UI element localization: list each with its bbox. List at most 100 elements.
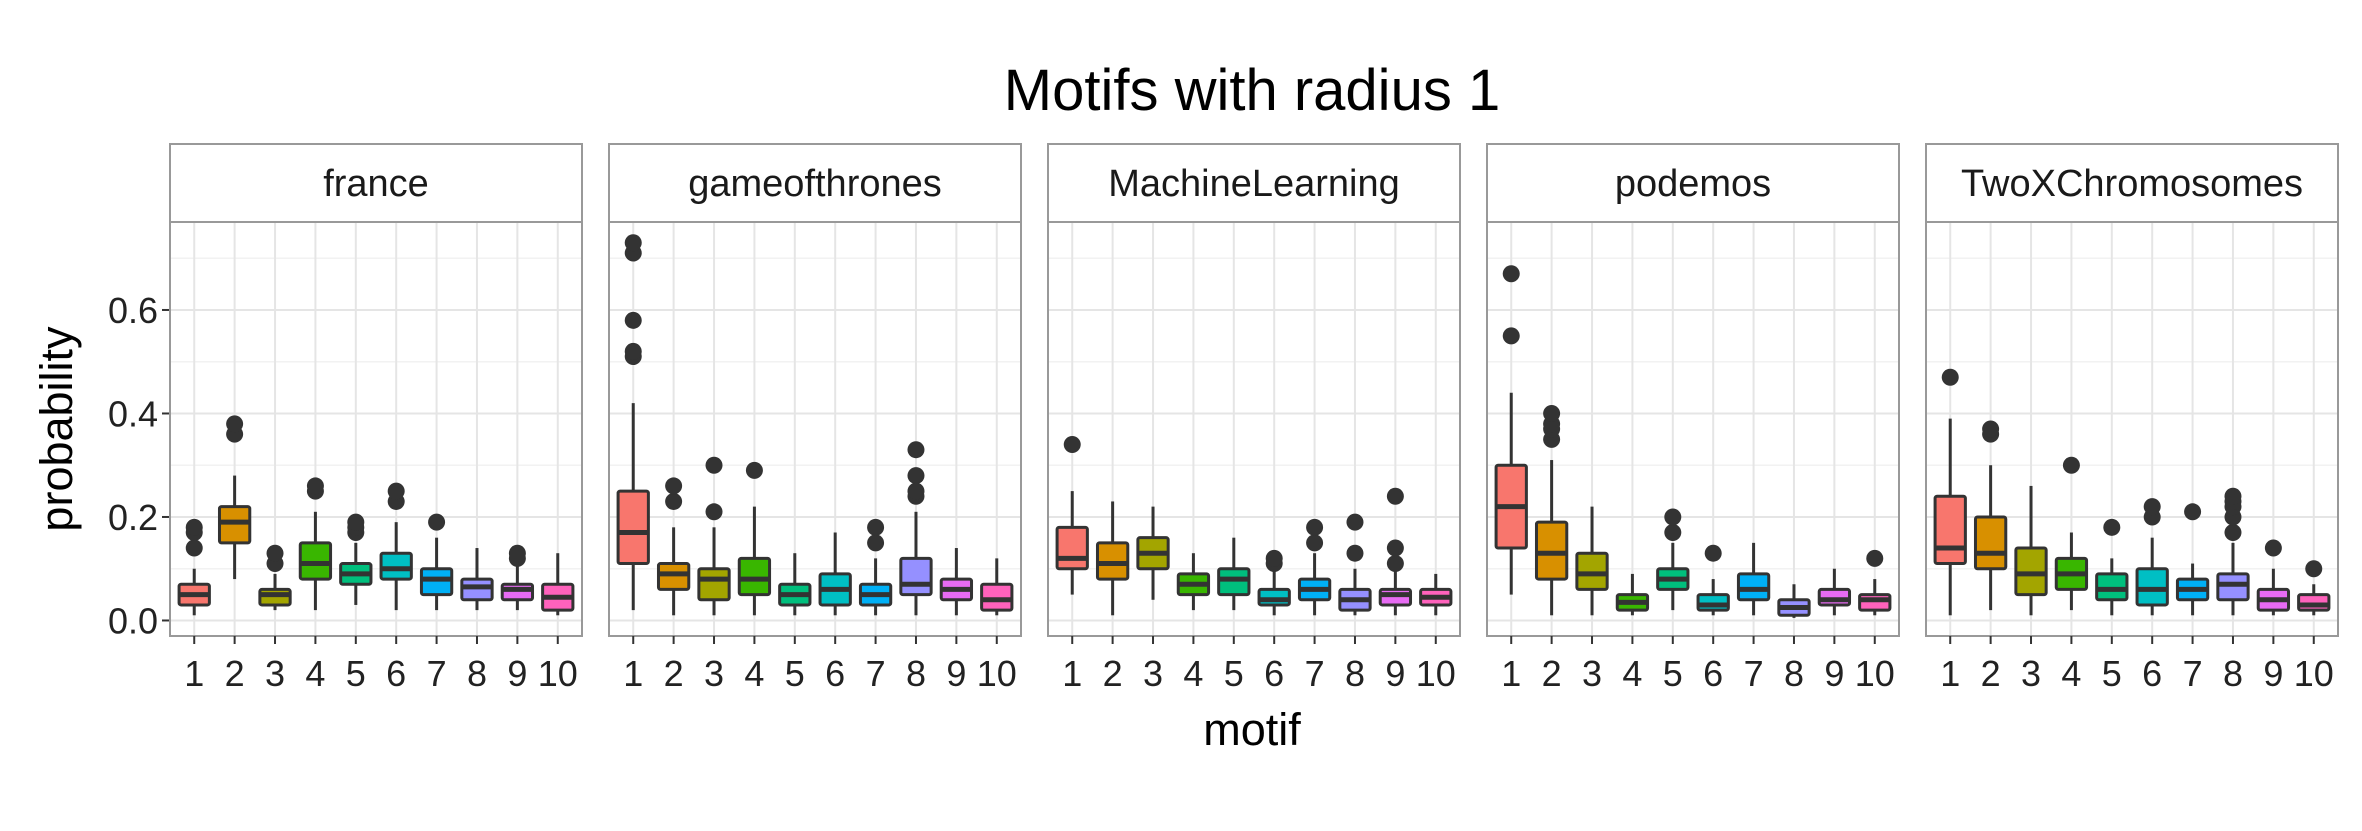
outlier-point <box>867 534 885 552</box>
facet-strip <box>169 143 583 223</box>
x-tick-label: 4 <box>2061 653 2081 694</box>
y-tick-label: 0.0 <box>108 600 158 641</box>
box-motif-9 <box>500 544 535 611</box>
outlier-point <box>2143 498 2161 516</box>
facet-strip-label: TwoXChromosomes <box>1961 163 2303 205</box>
outlier-point <box>185 539 203 557</box>
outlier-point <box>1346 513 1364 531</box>
x-tick-label: 9 <box>1385 653 1405 694</box>
box-motif-5 <box>1217 537 1251 611</box>
facet-panel-gameofthrones: gameofthrones 1 2 3 4 5 6 7 8 9 10 <box>608 143 1022 694</box>
x-tick-label: 1 <box>623 653 643 694</box>
x-tick-label: 8 <box>906 653 926 694</box>
box-motif-3 <box>697 456 731 616</box>
outlier-point <box>1386 539 1404 557</box>
outlier-point <box>705 456 723 474</box>
outlier-point <box>1664 508 1682 526</box>
outlier-point <box>2103 518 2121 536</box>
x-tick-label: 1 <box>1062 653 1082 694</box>
facet-strip-label: france <box>323 163 429 205</box>
box-motif-3 <box>2014 485 2048 616</box>
box-motif-2 <box>217 415 252 580</box>
x-tick-label: 1 <box>1940 653 1960 694</box>
box <box>616 489 650 566</box>
box-motif-3 <box>258 544 292 611</box>
box-motif-7 <box>2175 503 2210 616</box>
box <box>379 551 413 581</box>
box-motif-9 <box>939 548 974 616</box>
x-tick-label: 6 <box>825 653 845 694</box>
box-motif-9 <box>1817 568 1852 616</box>
box <box>1055 525 1089 571</box>
x-tick-label: 5 <box>2102 653 2122 694</box>
box-motif-1 <box>1494 265 1528 595</box>
box <box>980 582 1014 612</box>
outlier-point <box>867 518 885 536</box>
outlier-point <box>508 544 526 562</box>
box <box>737 556 772 597</box>
outlier-point <box>1502 327 1520 345</box>
outlier-point <box>1543 404 1561 422</box>
box-motif-2 <box>1534 404 1569 616</box>
x-tick-label: 5 <box>346 653 366 694</box>
box-motif-7 <box>419 513 454 611</box>
x-tick-label: 8 <box>467 653 487 694</box>
box-motif-2 <box>1095 501 1130 616</box>
panel-border <box>169 221 583 637</box>
box-motif-10 <box>2297 560 2331 616</box>
box-motif-10 <box>541 553 575 616</box>
box-motif-3 <box>1575 506 1609 616</box>
box <box>1217 567 1251 597</box>
outlier-point <box>907 441 925 459</box>
x-tick-label: 4 <box>305 653 325 694</box>
x-tick-label: 7 <box>2183 653 2203 694</box>
box <box>217 505 252 545</box>
outlier-point <box>428 513 446 531</box>
y-axis-label: probability <box>31 326 82 532</box>
x-tick-label: 9 <box>946 653 966 694</box>
outlier-point <box>624 234 642 252</box>
x-tick-label: 2 <box>1103 653 1123 694</box>
facet-strip-label: podemos <box>1615 163 1771 205</box>
box-motif-7 <box>1297 518 1332 616</box>
x-tick-label: 7 <box>1305 653 1325 694</box>
x-tick-label: 6 <box>1264 653 1284 694</box>
box-motif-4 <box>737 461 772 616</box>
x-tick-label: 7 <box>1744 653 1764 694</box>
box <box>460 577 494 602</box>
facet-panel-machinelearning: MachineLearning 1 2 3 4 5 6 7 8 9 10 <box>1047 143 1461 694</box>
outlier-point <box>1941 368 1959 386</box>
x-tick-label: 2 <box>1981 653 2001 694</box>
box-motif-8 <box>1777 584 1811 618</box>
box <box>656 562 691 591</box>
box <box>697 567 731 602</box>
x-tick-label: 4 <box>1622 653 1642 694</box>
facet-strip <box>1047 143 1461 223</box>
box-motif-5 <box>2095 518 2129 616</box>
chart-title: Motifs with radius 1 <box>1004 58 1500 123</box>
panel-border <box>1486 221 1900 637</box>
x-tick-label: 8 <box>2223 653 2243 694</box>
x-tick-label: 6 <box>386 653 406 694</box>
outlier-point <box>1265 549 1283 567</box>
box-motif-9 <box>2256 539 2291 616</box>
box-motif-1 <box>1933 368 1967 616</box>
facet-strip-label: MachineLearning <box>1108 163 1400 205</box>
x-tick-label: 10 <box>1416 653 1456 694</box>
x-tick-label: 6 <box>1703 653 1723 694</box>
outlier-point <box>624 311 642 329</box>
box <box>2095 572 2129 602</box>
box <box>258 587 292 607</box>
box-motif-10 <box>980 558 1014 616</box>
outlier-point <box>907 467 925 485</box>
box-motif-5 <box>778 553 812 616</box>
x-tick-label: 3 <box>1582 653 1602 694</box>
box <box>1257 587 1291 607</box>
panel-border <box>1047 221 1461 637</box>
box-motif-10 <box>1419 573 1453 616</box>
outlier-point <box>2224 487 2242 505</box>
outlier-point <box>1063 436 1081 454</box>
outlier-point <box>1306 518 1324 536</box>
outlier-point <box>226 415 244 433</box>
box-motif-8 <box>460 548 494 611</box>
